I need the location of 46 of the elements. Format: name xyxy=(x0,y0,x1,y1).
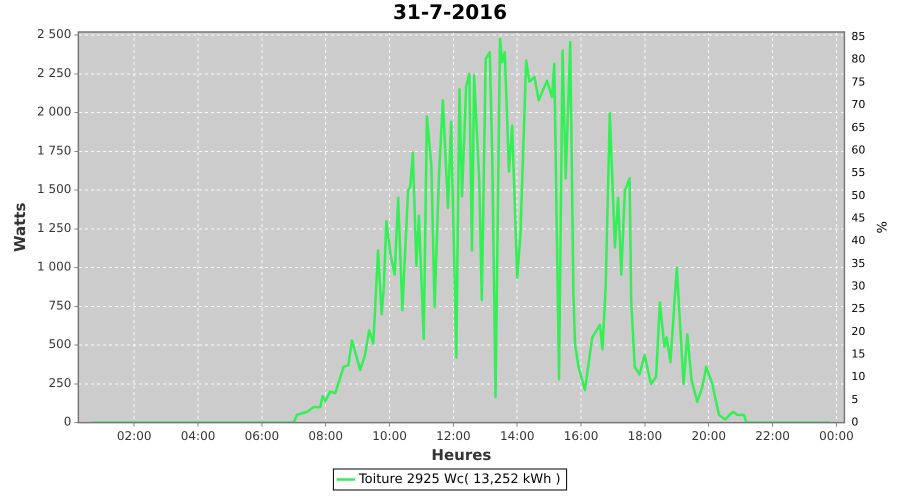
y2-tick-label: 40 xyxy=(851,234,866,248)
y2-tick-label: 30 xyxy=(851,279,866,292)
y-tick-label: 0 xyxy=(64,414,72,429)
y-tick-label: 2 000 xyxy=(36,104,72,119)
y-tick-label: 1 750 xyxy=(36,143,72,158)
x-tick-label: 16:00 xyxy=(564,428,598,443)
x-tick-label: 02:00 xyxy=(116,428,152,443)
y2-tick-label: 5 xyxy=(851,392,858,406)
x-axis-title: Heures xyxy=(431,446,492,464)
y-tick-label: 2 500 xyxy=(36,27,72,42)
y2-tick-label: 0 xyxy=(851,415,858,428)
y2-tick-label: 60 xyxy=(851,143,866,156)
y-tick-label: 1 250 xyxy=(36,220,72,235)
y2-tick-label: 10 xyxy=(851,370,866,384)
x-tick-label: 20:00 xyxy=(691,428,726,443)
y2-tick-label: 70 xyxy=(851,98,866,112)
y2-tick-label: 35 xyxy=(851,256,866,270)
y2-tick-label: 45 xyxy=(851,211,866,224)
y2-tick-label: 50 xyxy=(851,188,866,202)
x-tick-label: 12:00 xyxy=(436,428,471,443)
x-tick-label: 18:00 xyxy=(628,428,662,443)
y2-axis-title: % xyxy=(872,221,888,234)
y2-tick-label: 80 xyxy=(851,52,866,66)
y2-tick-label: 15 xyxy=(851,347,866,360)
x-tick-label: 08:00 xyxy=(308,428,344,443)
x-tick-label: 22:00 xyxy=(755,428,790,443)
x-tick-label: 04:00 xyxy=(180,428,216,443)
y2-tick-label: 20 xyxy=(851,324,866,338)
y-axis-title: Watts xyxy=(10,202,29,252)
y2-tick-label: 65 xyxy=(851,120,866,134)
x-tick-label: 10:00 xyxy=(372,428,407,443)
x-tick-label: 14:00 xyxy=(500,428,535,443)
y2-tick-label: 25 xyxy=(851,302,866,316)
y-tick-label: 750 xyxy=(48,298,72,312)
x-tick-label: 00:00 xyxy=(819,428,854,443)
legend-label: Toiture 2925 Wc( 13,252 kWh ) xyxy=(358,472,561,487)
x-tick-label: 06:00 xyxy=(244,428,280,443)
y2-tick-label: 55 xyxy=(851,166,866,180)
y2-tick-label: 75 xyxy=(851,75,866,88)
y-tick-label: 250 xyxy=(48,376,72,390)
y-tick-label: 2 250 xyxy=(36,66,72,80)
y2-tick-label: 85 xyxy=(851,30,866,44)
y-tick-label: 1 000 xyxy=(36,260,72,274)
y-tick-label: 500 xyxy=(48,337,72,352)
chart-title: 31-7-2016 xyxy=(392,0,508,24)
y-tick-label: 1 500 xyxy=(36,182,72,196)
